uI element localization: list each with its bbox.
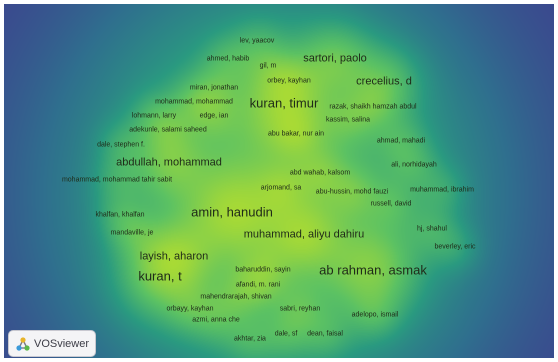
term-label[interactable]: kuran, timur: [249, 95, 319, 111]
term-label[interactable]: gil, m: [259, 62, 277, 70]
term-label[interactable]: mohammad, mohammad tahir sabit: [61, 176, 173, 184]
term-label[interactable]: ahmed, habib: [206, 55, 250, 63]
term-label[interactable]: mahendrarajah, shivan: [200, 293, 272, 301]
density-visualization[interactable]: lev, yaacov ahmed, habib gil, m sartori, pa…: [4, 4, 554, 358]
term-label[interactable]: russell, david: [370, 200, 412, 208]
term-label[interactable]: orbayy, kayhan: [166, 305, 214, 313]
term-label[interactable]: adekunle, salami saheed: [129, 126, 207, 134]
term-label[interactable]: azmi, anna che: [192, 316, 240, 324]
term-label[interactable]: baharuddin, sayin: [235, 266, 291, 274]
term-label[interactable]: abdullah, mohammad: [116, 156, 222, 169]
term-label[interactable]: ahmad, mahadi: [376, 137, 426, 145]
term-label[interactable]: kassim, salina: [326, 116, 370, 124]
term-label[interactable]: hj, shahul: [417, 225, 447, 233]
term-label[interactable]: arjomand, sa: [260, 184, 302, 192]
term-label[interactable]: orbey, kayhan: [267, 77, 311, 85]
term-label[interactable]: dale, sf: [274, 330, 298, 338]
term-label[interactable]: miran, jonathan: [189, 84, 239, 92]
term-label[interactable]: abu-hussin, mohd fauzi: [315, 188, 389, 196]
term-label[interactable]: ali, norhidayah: [391, 161, 437, 169]
term-label[interactable]: abd wahab, kalsom: [289, 169, 351, 177]
term-label[interactable]: crecelius, d: [356, 75, 412, 88]
term-label[interactable]: afandi, m. rani: [235, 281, 281, 289]
term-label[interactable]: abu bakar, nur ain: [267, 130, 325, 138]
term-label[interactable]: sabri, reyhan: [279, 305, 321, 313]
term-label[interactable]: muhammad, aliyu dahiru: [243, 228, 365, 241]
term-label[interactable]: mandaville, je: [110, 229, 154, 237]
term-label[interactable]: layish, aharon: [139, 250, 209, 263]
term-label[interactable]: lev, yaacov: [239, 37, 275, 45]
term-label[interactable]: ab rahman, asmak: [319, 262, 427, 278]
term-label[interactable]: beverley, eric: [434, 243, 476, 251]
term-label[interactable]: akhtar, zia: [234, 335, 266, 343]
term-label[interactable]: dean, faisal: [307, 330, 343, 338]
term-label[interactable]: muhammad, ibrahim: [410, 186, 474, 194]
term-label[interactable]: kuran, t: [138, 268, 182, 284]
term-label[interactable]: amin, hanudin: [191, 204, 273, 220]
vosviewer-logo-badge[interactable]: VOSviewer: [8, 330, 96, 357]
term-label[interactable]: mohammad, mohammad: [155, 98, 233, 106]
term-label[interactable]: edge, ian: [199, 112, 229, 120]
term-label[interactable]: adelopo, ismail: [351, 311, 399, 319]
term-labels: lev, yaacov ahmed, habib gil, m sartori, pa…: [4, 4, 554, 358]
vosviewer-logo-icon: [16, 336, 30, 351]
density-map[interactable]: [4, 4, 554, 358]
term-label[interactable]: khalfan, khalfan: [95, 211, 145, 219]
term-label[interactable]: razak, shaikh hamzah abdul: [329, 103, 417, 111]
vosviewer-logo-text: VOSviewer: [34, 337, 90, 350]
term-label[interactable]: sartori, paolo: [303, 52, 367, 65]
term-label[interactable]: dale, stephen f.: [97, 141, 145, 149]
term-label[interactable]: lohmann, larry: [131, 112, 177, 120]
